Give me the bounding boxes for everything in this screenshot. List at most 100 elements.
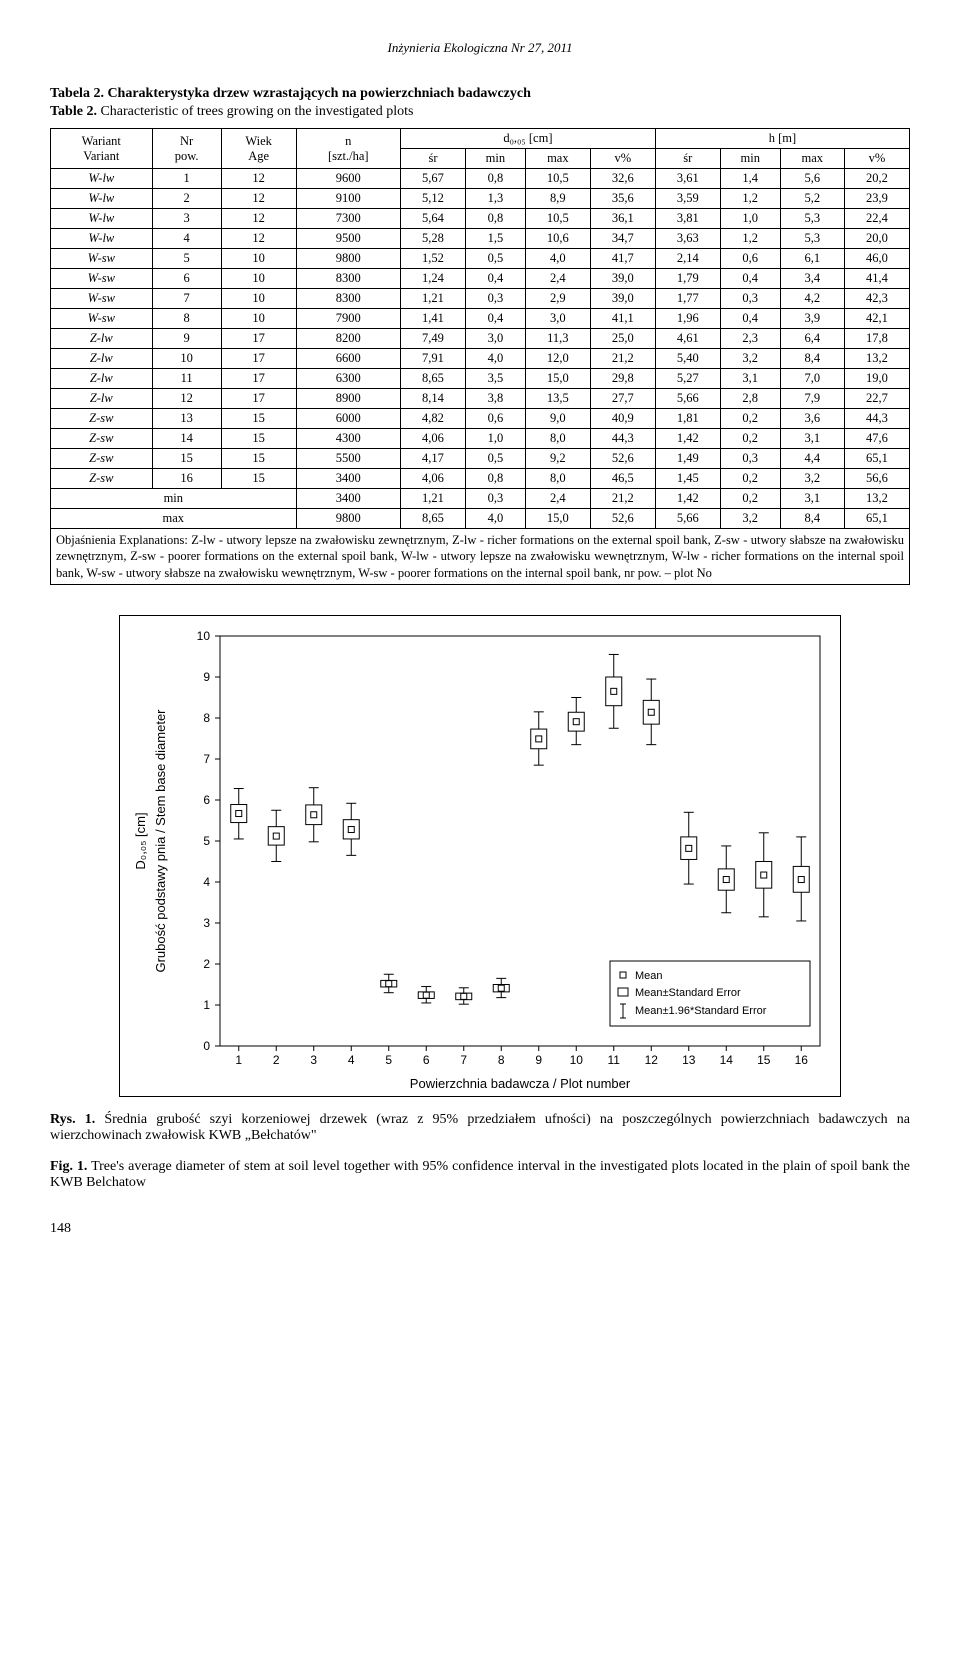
table-cell: 1,21 (400, 289, 465, 309)
table-cell: 20,2 (844, 169, 909, 189)
table-cell: 41,4 (844, 269, 909, 289)
table-cell: 15 (221, 429, 296, 449)
th-h-min: min (720, 149, 780, 169)
table-caption-en-rest: Characteristic of trees growing on the i… (97, 104, 413, 119)
table-row: Z-sw131560004,820,69,040,91,810,23,644,3 (51, 409, 910, 429)
table-cell: 12 (221, 169, 296, 189)
svg-text:2: 2 (273, 1053, 280, 1067)
svg-text:4: 4 (348, 1053, 355, 1067)
table-cell: 0,2 (720, 429, 780, 449)
table-cell: 0,4 (465, 309, 525, 329)
table-cell: 46,0 (844, 249, 909, 269)
table-cell: 5 (152, 249, 221, 269)
table-cell: 1,96 (655, 309, 720, 329)
table-cell: 0,8 (465, 169, 525, 189)
svg-text:Mean±1.96*Standard Error: Mean±1.96*Standard Error (635, 1005, 767, 1017)
table-cell: 5,66 (655, 389, 720, 409)
svg-text:10: 10 (570, 1053, 584, 1067)
svg-text:10: 10 (197, 629, 211, 643)
table-cell: W-lw (51, 209, 153, 229)
table-row: Z-sw141543004,061,08,044,31,420,23,147,6 (51, 429, 910, 449)
table-cell: 6300 (296, 369, 400, 389)
table-cell: 9600 (296, 169, 400, 189)
table-cell: 0,3 (465, 489, 525, 509)
table-cell: 41,7 (590, 249, 655, 269)
table-cell: 2,8 (720, 389, 780, 409)
svg-text:12: 12 (645, 1053, 659, 1067)
table-caption-pl-text: Tabela 2. Charakterystyka drzew wzrastaj… (50, 86, 531, 101)
svg-text:5: 5 (203, 834, 210, 848)
table-cell: Z-sw (51, 409, 153, 429)
table-cell: 0,3 (465, 289, 525, 309)
table-cell: 1,42 (655, 429, 720, 449)
table-cell: W-sw (51, 249, 153, 269)
table-cell: 0,5 (465, 449, 525, 469)
table-cell: 3,2 (720, 349, 780, 369)
table-cell: 10,6 (525, 229, 590, 249)
svg-text:16: 16 (795, 1053, 809, 1067)
svg-text:D₀,₀₅ [cm]: D₀,₀₅ [cm] (133, 812, 148, 869)
table-row: W-lw21291005,121,38,935,63,591,25,223,9 (51, 189, 910, 209)
table-cell: 5,67 (400, 169, 465, 189)
table-row: Z-lw121789008,143,813,527,75,662,87,922,… (51, 389, 910, 409)
table-cell: 40,9 (590, 409, 655, 429)
table-row: W-lw41295005,281,510,634,73,631,25,320,0 (51, 229, 910, 249)
table-cell: 1,3 (465, 189, 525, 209)
table-cell: 42,1 (844, 309, 909, 329)
table-row: W-sw81079001,410,43,041,11,960,43,942,1 (51, 309, 910, 329)
table-cell: 3,81 (655, 209, 720, 229)
table-cell: 1,79 (655, 269, 720, 289)
table-cell: 1,77 (655, 289, 720, 309)
table-cell: 7,91 (400, 349, 465, 369)
table-cell: 10 (221, 249, 296, 269)
table-cell: Z-sw (51, 429, 153, 449)
table-cell: 15,0 (525, 369, 590, 389)
table-cell: max (51, 509, 297, 529)
table-cell: 52,6 (590, 449, 655, 469)
table-cell: 1,42 (655, 489, 720, 509)
table-cell: 8,4 (780, 509, 844, 529)
table-cell: 15 (152, 449, 221, 469)
table-cell: 3400 (296, 469, 400, 489)
table-cell: 9100 (296, 189, 400, 209)
table-cell: 8,4 (780, 349, 844, 369)
table-cell: 5,66 (655, 509, 720, 529)
table-cell: 7,49 (400, 329, 465, 349)
table-cell: 5,2 (780, 189, 844, 209)
table-cell: 2 (152, 189, 221, 209)
table-cell: 8 (152, 309, 221, 329)
table-cell: 17 (221, 349, 296, 369)
table-cell: 1,0 (720, 209, 780, 229)
table-cell: 2,14 (655, 249, 720, 269)
table-cell: 7 (152, 289, 221, 309)
table-caption-pl: Tabela 2. Charakterystyka drzew wzrastaj… (50, 86, 910, 102)
table-cell: 35,6 (590, 189, 655, 209)
svg-text:11: 11 (608, 1053, 621, 1067)
table-cell: 1,81 (655, 409, 720, 429)
table-cell: 41,1 (590, 309, 655, 329)
th-h: h [m] (655, 129, 909, 149)
table-cell: Z-sw (51, 469, 153, 489)
svg-text:5: 5 (385, 1053, 392, 1067)
table-cell: 36,1 (590, 209, 655, 229)
table-row: W-lw31273005,640,810,536,13,811,05,322,4 (51, 209, 910, 229)
table-cell: 52,6 (590, 509, 655, 529)
table-cell: 44,3 (844, 409, 909, 429)
table-cell: 34,7 (590, 229, 655, 249)
table-cell: 0,2 (720, 409, 780, 429)
svg-text:1: 1 (235, 1053, 242, 1067)
table-cell: 65,1 (844, 449, 909, 469)
svg-text:4: 4 (203, 875, 210, 889)
th-wiek: WiekAge (221, 129, 296, 169)
table-cell: 4,0 (465, 509, 525, 529)
table-cell: 8,0 (525, 469, 590, 489)
table-cell: 44,3 (590, 429, 655, 449)
table-cell: 6600 (296, 349, 400, 369)
svg-text:9: 9 (535, 1053, 542, 1067)
fig-caption-en: Fig. 1. Tree's average diameter of stem … (50, 1159, 910, 1191)
table-cell: 0,2 (720, 469, 780, 489)
table-cell: 2,9 (525, 289, 590, 309)
table-row: Z-lw101766007,914,012,021,25,403,28,413,… (51, 349, 910, 369)
table-cell: 15,0 (525, 509, 590, 529)
table-cell: 32,6 (590, 169, 655, 189)
